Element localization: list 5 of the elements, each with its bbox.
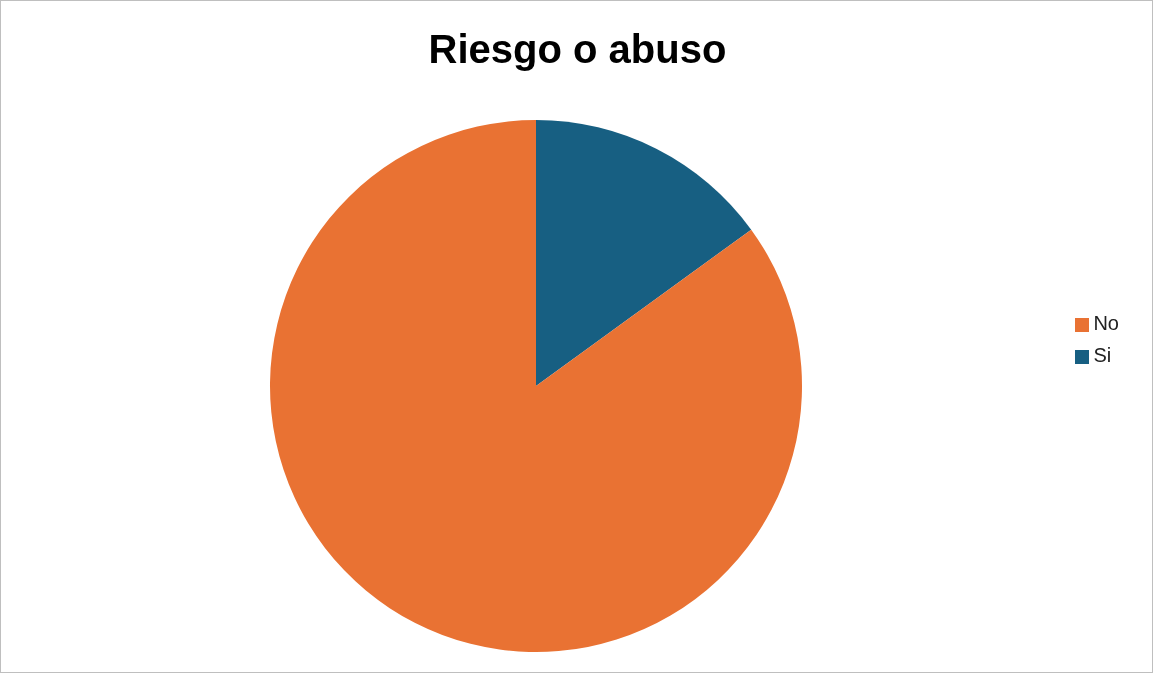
pie-slice	[536, 120, 752, 386]
legend-label: Si	[1093, 344, 1112, 366]
legend-label: No	[1093, 312, 1119, 334]
chart-title: Riesgo o abuso	[427, 27, 728, 72]
pie-slice	[270, 120, 802, 652]
